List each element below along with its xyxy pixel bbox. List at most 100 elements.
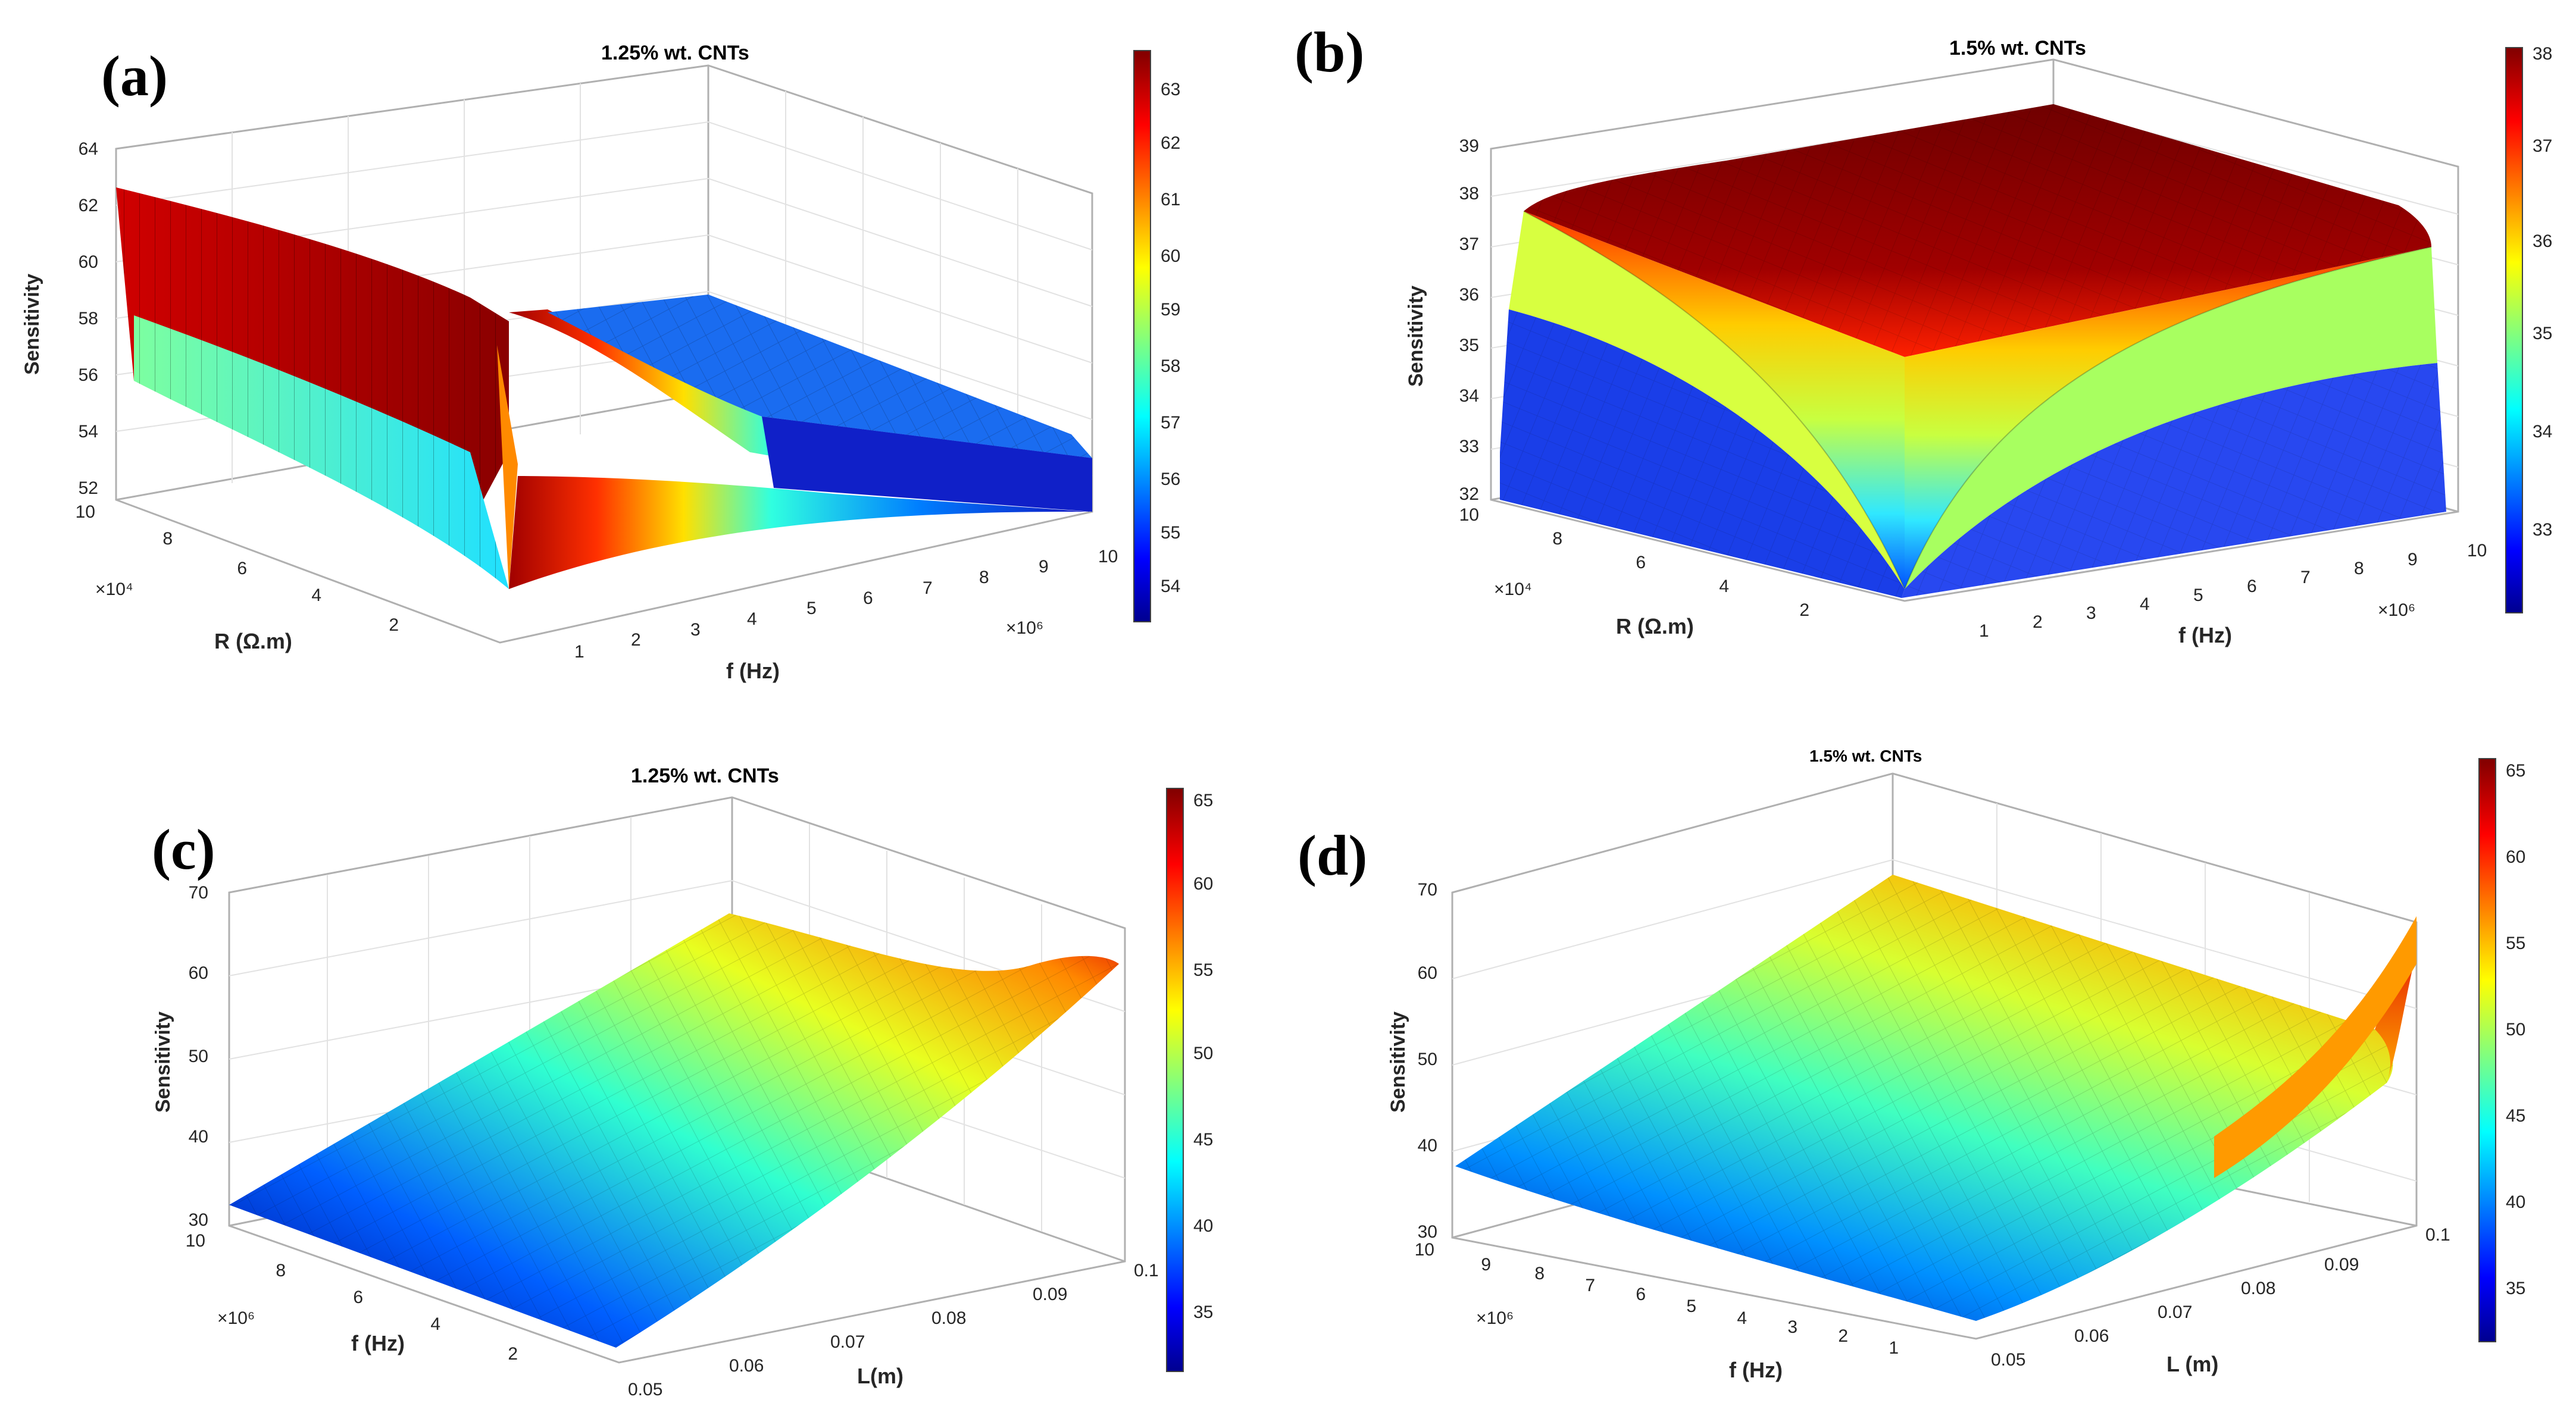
panel-d-x-ticks: 0.05 0.06 0.07 0.08 0.09 0.1: [1991, 1225, 2450, 1370]
y-tick: 3: [1787, 1317, 1797, 1337]
colorbar-tick: 35: [1193, 1302, 1213, 1322]
colorbar-tick: 62: [1161, 133, 1180, 153]
colorbar-tick: 60: [1161, 246, 1180, 266]
panel-b-y-multiplier: ×10⁴: [1494, 580, 1532, 599]
z-tick: 40: [189, 1127, 208, 1147]
panel-c-letter: (c): [152, 818, 215, 881]
panel-b-xlabel: f (Hz): [2178, 623, 2232, 647]
x-tick: 5: [806, 599, 817, 618]
y-tick: 8: [1534, 1264, 1545, 1283]
colorbar-tick: 60: [1193, 874, 1213, 894]
x-tick: 4: [2140, 594, 2150, 614]
panel-b-letter: (b): [1295, 20, 1364, 84]
x-tick: 0.07: [2158, 1302, 2192, 1322]
x-tick: 0.07: [830, 1332, 865, 1352]
x-tick: 0.1: [2425, 1225, 2450, 1245]
x-tick: 3: [2086, 603, 2096, 623]
panel-b-title: 1.5% wt. CNTs: [1949, 37, 2086, 60]
colorbar-tick: 55: [1161, 523, 1180, 543]
panel-a-colorbar: [1133, 50, 1151, 622]
y-tick: 10: [76, 502, 95, 522]
z-tick: 56: [79, 365, 98, 385]
x-tick: 5: [2193, 585, 2203, 605]
colorbar-tick: 45: [1193, 1130, 1213, 1150]
x-tick: 9: [1039, 557, 1049, 577]
colorbar-tick: 55: [2506, 934, 2525, 953]
colorbar-tick: 54: [1161, 577, 1180, 596]
z-tick: 58: [79, 309, 98, 328]
x-tick: 3: [690, 620, 701, 640]
colorbar-tick: 37: [2533, 136, 2552, 156]
colorbar-tick: 65: [2506, 761, 2525, 781]
colorbar-tick: 35: [2533, 324, 2552, 343]
panel-a-y-ticks: 10 8 6 4 2: [76, 502, 399, 635]
x-tick: 1: [574, 642, 584, 662]
colorbar-tick: 58: [1161, 356, 1180, 376]
x-tick: 0.1: [1134, 1261, 1159, 1280]
z-tick: 37: [1459, 234, 1479, 254]
x-tick: 0.09: [1033, 1285, 1067, 1304]
panel-c-xlabel: L(m): [857, 1364, 904, 1388]
colorbar-tick: 59: [1161, 300, 1180, 320]
y-tick: 4: [1737, 1308, 1747, 1328]
panel-d-xlabel: L (m): [2167, 1352, 2218, 1376]
panel-b: (b) 1.5% wt. CNTs Sensitivity R (Ω.m) f …: [1295, 20, 2552, 647]
panel-d-ylabel: f (Hz): [1729, 1358, 1783, 1382]
panel-d: (d) 1.5% wt. CNTs Sensitivity f (Hz) L (…: [1298, 747, 2525, 1382]
panel-d-y-multiplier: ×10⁶: [1476, 1308, 1514, 1328]
z-tick: 30: [1418, 1222, 1437, 1242]
panel-a-letter: (a): [101, 44, 168, 108]
panel-c-colorbar-ticks: 35 40 45 50 55 60 65: [1193, 791, 1213, 1322]
colorbar-tick: 50: [2506, 1020, 2525, 1039]
y-tick: 5: [1686, 1297, 1696, 1316]
panel-b-colorbar-ticks: 33 34 35 36 37 38: [2533, 44, 2552, 540]
panel-c: (c) 1.25% wt. CNTs Sensitivity f (Hz) L(…: [152, 765, 1213, 1399]
panel-b-x-multiplier: ×10⁶: [2378, 600, 2415, 620]
y-tick: 10: [186, 1231, 205, 1251]
z-tick: 50: [1418, 1050, 1437, 1069]
x-tick: 1: [1979, 621, 1989, 641]
z-tick: 33: [1459, 437, 1479, 456]
panel-a-surface-blue-front: [762, 416, 1092, 512]
panel-a-x-ticks: 1 2 3 4 5 6 7 8 9 10: [574, 547, 1118, 662]
panel-b-ylabel: R (Ω.m): [1616, 614, 1694, 638]
y-tick: 4: [311, 585, 321, 605]
x-tick: 0.08: [2241, 1279, 2275, 1298]
panel-b-surface-left-skirt: [1524, 211, 1905, 589]
z-tick: 34: [1459, 386, 1479, 406]
colorbar-tick: 33: [2533, 520, 2552, 540]
panel-d-zlabel: Sensitivity: [1387, 1012, 1409, 1113]
panel-c-colorbar: [1166, 788, 1184, 1372]
panel-d-colorbar: [2478, 758, 2496, 1342]
panel-a-ylabel: R (Ω.m): [214, 629, 292, 653]
x-tick: 0.05: [1991, 1350, 2025, 1370]
z-tick: 52: [79, 478, 98, 498]
y-tick: 2: [1799, 600, 1809, 620]
z-tick: 70: [1418, 880, 1437, 900]
x-tick: 0.09: [2324, 1255, 2359, 1274]
z-tick: 32: [1459, 484, 1479, 504]
y-tick: 2: [508, 1344, 518, 1364]
x-tick: 2: [631, 630, 641, 650]
z-tick: 54: [79, 422, 98, 441]
panel-b-z-ticks: 32 33 34 35 36 37 38 39: [1459, 136, 1479, 504]
panel-c-zlabel: Sensitivity: [152, 1012, 174, 1113]
colorbar-tick: 55: [1193, 960, 1213, 980]
x-tick: 6: [2247, 577, 2257, 596]
panel-d-z-ticks: 30 40 50 60 70: [1418, 880, 1437, 1242]
x-tick: 10: [1098, 547, 1118, 566]
y-tick: 8: [276, 1261, 286, 1280]
panel-b-zlabel: Sensitivity: [1405, 286, 1427, 387]
colorbar-tick: 60: [2506, 847, 2525, 867]
panel-a: (a) 1.25% wt. CNTs Sensitivity R (Ω.m) f…: [21, 42, 1180, 683]
panel-d-title: 1.5% wt. CNTs: [1809, 747, 1922, 765]
panel-a-x-multiplier: ×10⁶: [1006, 618, 1043, 638]
panel-c-y-multiplier: ×10⁶: [217, 1308, 255, 1328]
panel-b-surface-right-skirt: [1905, 247, 2431, 589]
colorbar-tick: 36: [2533, 231, 2552, 251]
y-tick: 6: [1636, 553, 1646, 572]
y-tick: 1: [1889, 1338, 1899, 1358]
colorbar-tick: 35: [2506, 1279, 2525, 1298]
y-tick: 9: [1481, 1255, 1491, 1274]
